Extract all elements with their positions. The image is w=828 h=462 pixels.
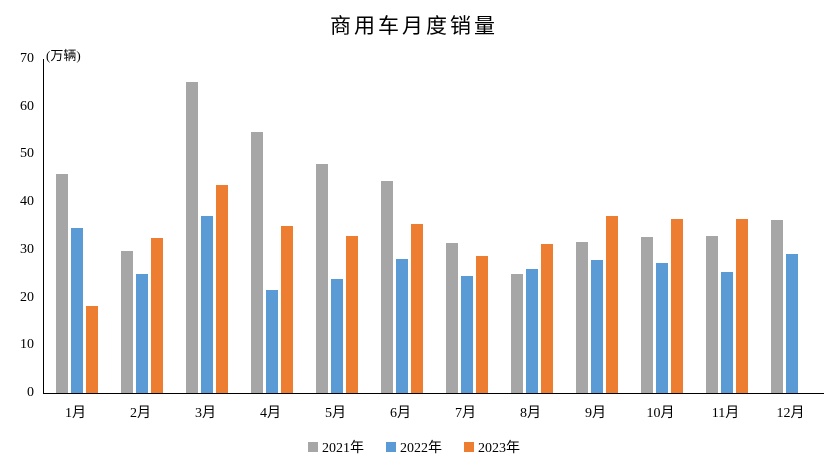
bar-2022年-12月 xyxy=(785,254,798,393)
x-axis-label-12月: 12月 xyxy=(776,406,805,421)
bars-layer xyxy=(44,59,824,393)
bar-2021年-9月 xyxy=(575,242,588,393)
legend-item-2022年: 2022年 xyxy=(386,437,442,457)
bar-2023年-11月 xyxy=(735,218,748,393)
bar-2023年-5月 xyxy=(345,236,358,393)
bar-2022年-2月 xyxy=(135,273,148,393)
y-tick-label: 20 xyxy=(20,289,34,305)
bar-2022年-1月 xyxy=(70,228,83,393)
bar-2023年-9月 xyxy=(605,215,618,393)
x-axis-label-4月: 4月 xyxy=(260,406,281,421)
bar-2021年-7月 xyxy=(445,243,458,393)
bar-2023年-1月 xyxy=(85,305,98,393)
x-axis-label-7月: 7月 xyxy=(455,406,476,421)
bar-2021年-2月 xyxy=(120,250,133,393)
bar-2022年-10月 xyxy=(655,263,668,393)
legend-label: 2023年 xyxy=(478,441,520,456)
y-axis-unit-label: (万辆) xyxy=(46,48,81,63)
y-tick-label: 70 xyxy=(20,51,34,66)
bar-2021年-8月 xyxy=(510,274,523,393)
bar-2022年-11月 xyxy=(720,271,733,393)
y-tick-label: 30 xyxy=(20,241,34,257)
legend-label: 2022年 xyxy=(400,441,442,456)
legend-label: 2021年 xyxy=(322,441,364,456)
chart-title: 商用车月度销量 xyxy=(330,14,498,38)
legend-swatch-icon xyxy=(308,442,318,452)
y-tick-label: 40 xyxy=(20,194,34,210)
bar-2022年-3月 xyxy=(200,216,213,393)
x-axis-label-10月: 10月 xyxy=(646,406,675,421)
bar-2023年-7月 xyxy=(475,255,488,393)
x-axis-label-6月: 6月 xyxy=(390,406,411,421)
bar-2023年-3月 xyxy=(215,185,228,393)
y-tick-label: 60 xyxy=(20,98,34,114)
bar-2023年-8月 xyxy=(540,244,553,393)
legend: 2021年 2022年 2023年 xyxy=(0,437,828,457)
x-axis-label-1月: 1月 xyxy=(65,406,86,421)
x-axis-label-8月: 8月 xyxy=(520,406,541,421)
legend-item-2021年: 2021年 xyxy=(308,437,364,457)
bar-2022年-6月 xyxy=(395,258,408,393)
bar-2023年-6月 xyxy=(410,224,423,393)
bar-2021年-4月 xyxy=(250,131,263,393)
bar-2023年-2月 xyxy=(150,238,163,393)
plot-area xyxy=(43,59,824,394)
bar-2022年-8月 xyxy=(525,269,538,393)
bar-2021年-1月 xyxy=(55,174,68,393)
bar-2021年-11月 xyxy=(705,236,718,393)
bar-2022年-5月 xyxy=(330,278,343,393)
y-tick-label: 0 xyxy=(27,385,34,400)
legend-swatch-icon xyxy=(464,442,474,452)
legend-item-2023年: 2023年 xyxy=(464,437,520,457)
x-axis-label-5月: 5月 xyxy=(325,406,346,421)
bar-2021年-10月 xyxy=(640,237,653,393)
bar-2022年-4月 xyxy=(265,289,278,393)
bar-2023年-10月 xyxy=(670,218,683,393)
legend-swatch-icon xyxy=(386,442,396,452)
bar-2022年-9月 xyxy=(590,259,603,393)
bar-2021年-3月 xyxy=(185,81,198,393)
bar-2021年-5月 xyxy=(315,163,328,393)
bar-2023年-4月 xyxy=(280,226,293,393)
y-tick-label: 50 xyxy=(20,146,34,162)
bar-2021年-6月 xyxy=(380,180,393,393)
y-tick-label: 10 xyxy=(20,337,34,353)
bar-2022年-7月 xyxy=(460,276,473,393)
x-axis-label-11月: 11月 xyxy=(711,406,740,421)
x-axis-label-9月: 9月 xyxy=(585,406,606,421)
x-axis-label-2月: 2月 xyxy=(130,406,151,421)
x-axis-label-3月: 3月 xyxy=(195,406,216,421)
bar-2021年-12月 xyxy=(770,219,783,393)
